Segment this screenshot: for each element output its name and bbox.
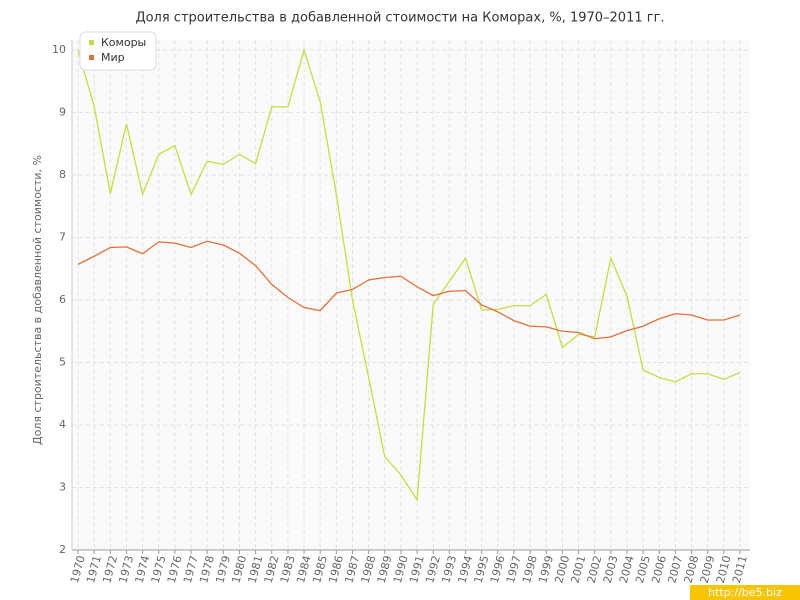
watermark: http://be5.biz	[708, 586, 782, 599]
y-tick-label: 3	[59, 481, 66, 494]
y-tick-label: 9	[59, 106, 66, 119]
chart-title: Доля строительства в добавленной стоимос…	[135, 11, 664, 26]
series-line	[77, 240, 741, 340]
legend-swatch	[89, 55, 94, 60]
y-tick-label: 5	[59, 356, 66, 369]
y-tick-label: 4	[59, 418, 66, 431]
y-tick-label: 6	[59, 293, 66, 306]
watermark-bg	[690, 585, 800, 600]
legend-box	[79, 31, 157, 71]
y-tick-label: 8	[59, 168, 66, 181]
legend-swatch	[89, 40, 94, 45]
y-axis-label: Доля строительства в добавленной стоимос…	[31, 155, 44, 445]
y-tick-label: 7	[59, 231, 66, 244]
legend-label: Коморы	[101, 36, 146, 49]
legend-label: Мир	[101, 51, 125, 64]
plot-area	[72, 40, 750, 550]
legend: Коморы Мир	[79, 31, 157, 71]
series-line	[77, 47, 741, 502]
y-tick-label: 2	[59, 543, 66, 556]
y-tick-label: 10	[52, 43, 66, 56]
